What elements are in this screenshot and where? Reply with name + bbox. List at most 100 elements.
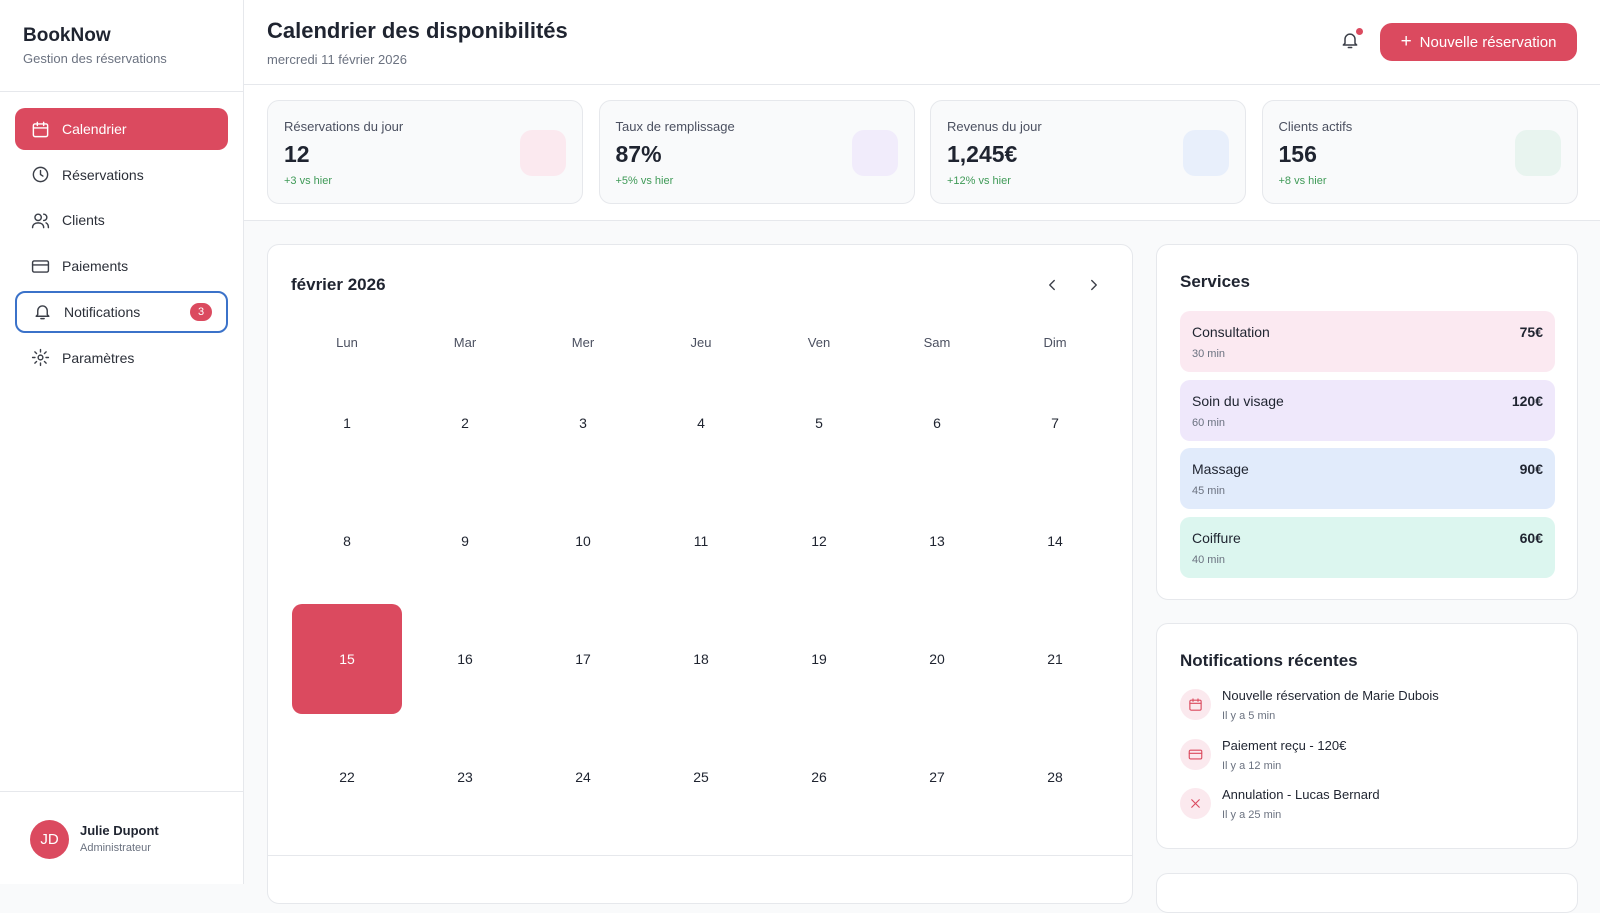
day-number: 23 — [457, 769, 473, 785]
nav-item[interactable]: Notifications 3 — [15, 290, 228, 333]
day-number: 13 — [929, 533, 945, 549]
day-number: 24 — [575, 769, 591, 785]
calendar-day[interactable]: 11 — [646, 486, 756, 596]
stat-change: +8 vs hier — [1278, 175, 1327, 187]
icon — [1189, 698, 1202, 711]
day-number: 20 — [929, 651, 945, 667]
notification-text: Paiement reçu - 120€ — [1222, 737, 1347, 753]
notification-icon — [1180, 788, 1211, 819]
calendar-day[interactable]: 26 — [764, 722, 874, 832]
user-name: Julie Dupont — [80, 823, 159, 838]
nav-badge: 3 — [190, 302, 212, 321]
stat-value: 1,245€ — [947, 141, 1018, 167]
nav-label: Réservations — [62, 166, 144, 183]
next-month[interactable] — [1085, 276, 1105, 296]
bell-dot — [1356, 28, 1363, 35]
calendar-day[interactable]: 20 — [882, 604, 992, 714]
calendar-day[interactable]: 9 — [410, 486, 520, 596]
day-number: 28 — [1047, 769, 1063, 785]
nav-item[interactable]: Paiements — [15, 245, 228, 287]
calendar-day[interactable]: 24 — [528, 722, 638, 832]
nav-item[interactable]: Clients — [15, 199, 228, 241]
service-price: 60€ — [1519, 529, 1543, 546]
nav-item[interactable]: Calendrier — [15, 108, 228, 150]
stat-card: Taux de remplissage 87% +5% vs hier — [598, 100, 915, 204]
calendar-day[interactable]: 16 — [410, 604, 520, 714]
service-name: Massage — [1192, 461, 1249, 478]
day-number: 25 — [693, 769, 709, 785]
calendar-day[interactable]: 15 — [292, 604, 402, 714]
day-number: 18 — [693, 651, 709, 667]
calendar-day[interactable]: 12 — [764, 486, 874, 596]
service-item[interactable]: Soin du visage 60 min 120€ — [1180, 379, 1555, 441]
weekday: Mar — [453, 335, 477, 350]
calendar-day[interactable]: 22 — [292, 722, 402, 832]
notifications-title: Notifications récentes — [1180, 651, 1358, 670]
calendar-day[interactable]: 10 — [528, 486, 638, 596]
day-number: 15 — [339, 651, 355, 667]
day-number: 10 — [575, 533, 591, 549]
page-title: Calendrier des disponibilités — [267, 18, 568, 43]
service-name: Coiffure — [1192, 529, 1241, 546]
service-price: 75€ — [1519, 324, 1543, 340]
icon — [1049, 279, 1055, 291]
nav-label: Paiements — [62, 258, 129, 275]
calendar-day[interactable]: 4 — [646, 368, 756, 478]
icon — [1091, 279, 1097, 291]
calendar-day[interactable]: 1 — [292, 368, 402, 478]
stat-value: 156 — [1278, 141, 1317, 167]
day-number: 8 — [343, 533, 351, 549]
calendar-day[interactable]: 18 — [646, 604, 756, 714]
weekday: Lun — [336, 335, 358, 350]
prev-month[interactable] — [1043, 276, 1063, 296]
calendar-day[interactable]: 23 — [410, 722, 520, 832]
stat-icon — [520, 130, 566, 176]
calendar-day[interactable]: 19 — [764, 604, 874, 714]
calendar-day[interactable]: 17 — [528, 604, 638, 714]
calendar-day[interactable]: 3 — [528, 368, 638, 478]
calendar-day[interactable]: 27 — [882, 722, 992, 832]
stat-label: Clients actifs — [1278, 119, 1353, 134]
notification-time: Il y a 5 min — [1222, 710, 1276, 722]
next-card — [1156, 873, 1578, 913]
service-duration: 40 min — [1192, 553, 1226, 566]
stat-card: Réservations du jour 12 +3 vs hier — [267, 100, 583, 204]
day-number: 16 — [457, 651, 473, 667]
service-name: Consultation — [1192, 324, 1270, 340]
notification-icon — [1180, 738, 1211, 770]
service-price: 120€ — [1511, 392, 1543, 409]
calendar-day[interactable]: 13 — [882, 486, 992, 596]
icon — [31, 213, 50, 229]
day-number: 22 — [339, 769, 355, 785]
stat-value: 87% — [615, 141, 662, 167]
calendar-month: février 2026 — [291, 275, 386, 294]
service-name: Soin du visage — [1192, 392, 1284, 409]
day-number: 9 — [461, 533, 469, 549]
calendar-day[interactable]: 5 — [764, 368, 874, 478]
calendar-day[interactable]: 7 — [1000, 368, 1110, 478]
service-item[interactable]: Coiffure 40 min 60€ — [1180, 516, 1555, 578]
day-number: 26 — [811, 769, 827, 785]
calendar-day[interactable]: 25 — [646, 722, 756, 832]
plus-icon: + — [1400, 31, 1412, 52]
stat-label: Taux de remplissage — [615, 119, 735, 134]
calendar-day[interactable]: 6 — [882, 368, 992, 478]
nav-item[interactable]: Réservations — [15, 154, 228, 196]
new-booking-button[interactable]: + Nouvelle réservation — [1380, 23, 1577, 61]
service-item[interactable]: Consultation 30 min 75€ — [1180, 311, 1555, 372]
notification-text: Nouvelle réservation de Marie Dubois — [1222, 688, 1439, 703]
calendar-day[interactable]: 8 — [292, 486, 402, 596]
calendar-day[interactable]: 28 — [1000, 722, 1110, 832]
calendar-day[interactable]: 2 — [410, 368, 520, 478]
notification-bell[interactable] — [1340, 30, 1362, 52]
avatar: JD — [30, 820, 69, 859]
icon — [1342, 33, 1358, 49]
icon — [31, 348, 50, 367]
calendar-day[interactable]: 21 — [1000, 604, 1110, 714]
brand-subtitle: Gestion des réservations — [23, 51, 167, 66]
service-item[interactable]: Massage 45 min 90€ — [1180, 448, 1555, 510]
icon — [1191, 799, 1200, 808]
calendar-day[interactable]: 14 — [1000, 486, 1110, 596]
services-card: Services Consultation 30 min 75€ Soin du vis… — [1156, 244, 1578, 600]
nav-item[interactable]: Paramètres — [15, 337, 228, 379]
